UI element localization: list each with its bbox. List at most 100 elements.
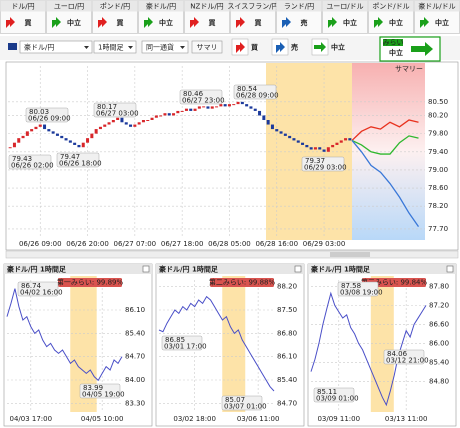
- price-tag-value: 86.74: [21, 282, 42, 290]
- summary-button[interactable]: [191, 40, 223, 54]
- tab-label: ポンド/円: [100, 3, 130, 11]
- candle: [111, 120, 115, 123]
- candle: [141, 120, 145, 123]
- badge-arrow: [411, 42, 433, 56]
- y-tick-label: 79.40: [428, 148, 448, 156]
- candle: [318, 147, 322, 150]
- price-tag-time: 06/26 09:00: [28, 115, 71, 123]
- candle: [17, 138, 21, 143]
- forecast-line: [351, 119, 419, 141]
- candle: [283, 133, 287, 136]
- y-tick-label: 79.80: [428, 130, 448, 138]
- candle: [180, 110, 184, 112]
- y-tick-label: 86.00: [429, 339, 449, 347]
- x-tick-label: 06/27 18:00: [161, 240, 204, 248]
- candle: [103, 124, 107, 127]
- y-tick-label: 85.40: [277, 376, 297, 384]
- candle: [232, 104, 236, 106]
- candle: [301, 142, 305, 145]
- price-tag: [17, 281, 59, 297]
- tab-header: [276, 0, 322, 12]
- x-tick-label: 03/09 11:00: [317, 415, 360, 423]
- mini-badge-label: 第一みらい: 99.89%: [57, 278, 124, 287]
- dropdown[interactable]: [93, 40, 137, 54]
- price-tag-value: 85.07: [225, 396, 245, 404]
- candle: [339, 140, 343, 143]
- candle: [68, 140, 72, 143]
- price-tag-value: 86.85: [165, 336, 185, 344]
- tab-label: スイスフラン/円: [227, 3, 278, 11]
- tab-signal: 売: [301, 18, 308, 27]
- y-tick-label: 87.50: [277, 306, 297, 314]
- price-tag-time: 03/12 21:00: [386, 357, 429, 365]
- price-tag-time: 03/08 19:00: [340, 289, 383, 297]
- mini-title: 豪ドル/円 1時間足: [311, 265, 371, 274]
- candle: [167, 113, 171, 116]
- legend-icon: [314, 42, 326, 52]
- dropdown[interactable]: [141, 40, 189, 54]
- price-line: [310, 291, 427, 407]
- price-line: [158, 295, 275, 392]
- tab-label: ユーロ/ドル: [326, 3, 363, 11]
- candle: [322, 149, 326, 152]
- legend-label: 売: [291, 43, 298, 52]
- tab-label: ポンド/ドル: [372, 3, 409, 11]
- mini-maximize[interactable]: [446, 265, 454, 273]
- candle: [60, 135, 64, 139]
- price-tag: [79, 383, 121, 399]
- candle: [253, 108, 257, 111]
- candle: [124, 122, 128, 125]
- legend-icon: [276, 42, 285, 53]
- candle: [279, 131, 283, 134]
- mini-maximize[interactable]: [294, 265, 302, 273]
- price-tag-value: 80.17: [97, 103, 117, 111]
- tab-signal: 買: [24, 18, 33, 27]
- tab-header: [92, 0, 138, 12]
- y-tick-label: 86.80: [277, 329, 297, 337]
- candle: [154, 115, 158, 118]
- dropdown[interactable]: [19, 40, 93, 54]
- x-tick-label: 04/03 17:00: [10, 415, 53, 423]
- mini-maximize[interactable]: [142, 265, 150, 273]
- candle: [305, 144, 309, 148]
- tab-header: [46, 0, 92, 12]
- candle: [189, 108, 193, 111]
- dropdown-arrow: [180, 46, 185, 49]
- candle: [258, 110, 262, 116]
- tab-header: [0, 0, 46, 12]
- candle: [146, 120, 150, 122]
- tab-label: ユーロ/円: [54, 3, 84, 11]
- y-tick-label: 85.40: [125, 329, 145, 337]
- tab-header: [138, 0, 184, 12]
- price-tag: [221, 395, 263, 411]
- tab-label: 豪ドル/円: [146, 2, 176, 11]
- candle: [270, 124, 274, 130]
- x-tick-label: 04/05 10:00: [81, 415, 124, 423]
- candle: [348, 138, 352, 141]
- legend-icon: [236, 42, 245, 53]
- candle: [344, 138, 348, 141]
- signal-icon: [144, 17, 153, 28]
- signal-icon: [328, 17, 337, 28]
- tab-label: ドル/円: [11, 3, 34, 11]
- candle: [116, 117, 120, 121]
- y-tick-label: 80.20: [428, 111, 448, 119]
- y-tick-label: 87.20: [429, 301, 449, 309]
- y-tick-label: 85.40: [429, 358, 449, 366]
- candle: [210, 106, 214, 109]
- candle: [227, 104, 231, 107]
- price-tag-time: 06/27 03:00: [96, 110, 139, 118]
- x-tick-label: 03/02 18:00: [173, 415, 216, 423]
- y-tick-label: 83.30: [125, 399, 145, 407]
- candle: [193, 108, 197, 111]
- mini-badge-label: 第二みらい: 99.88%: [209, 278, 276, 287]
- candle: [150, 117, 154, 121]
- scrollbar[interactable]: [5, 250, 459, 259]
- price-tag: [179, 89, 223, 105]
- y-tick-label: 84.80: [429, 377, 449, 385]
- scroll-thumb[interactable]: [330, 252, 370, 257]
- candle: [120, 117, 124, 123]
- candle: [326, 147, 330, 152]
- signal-icon: [190, 17, 199, 28]
- tab-header: [230, 0, 276, 12]
